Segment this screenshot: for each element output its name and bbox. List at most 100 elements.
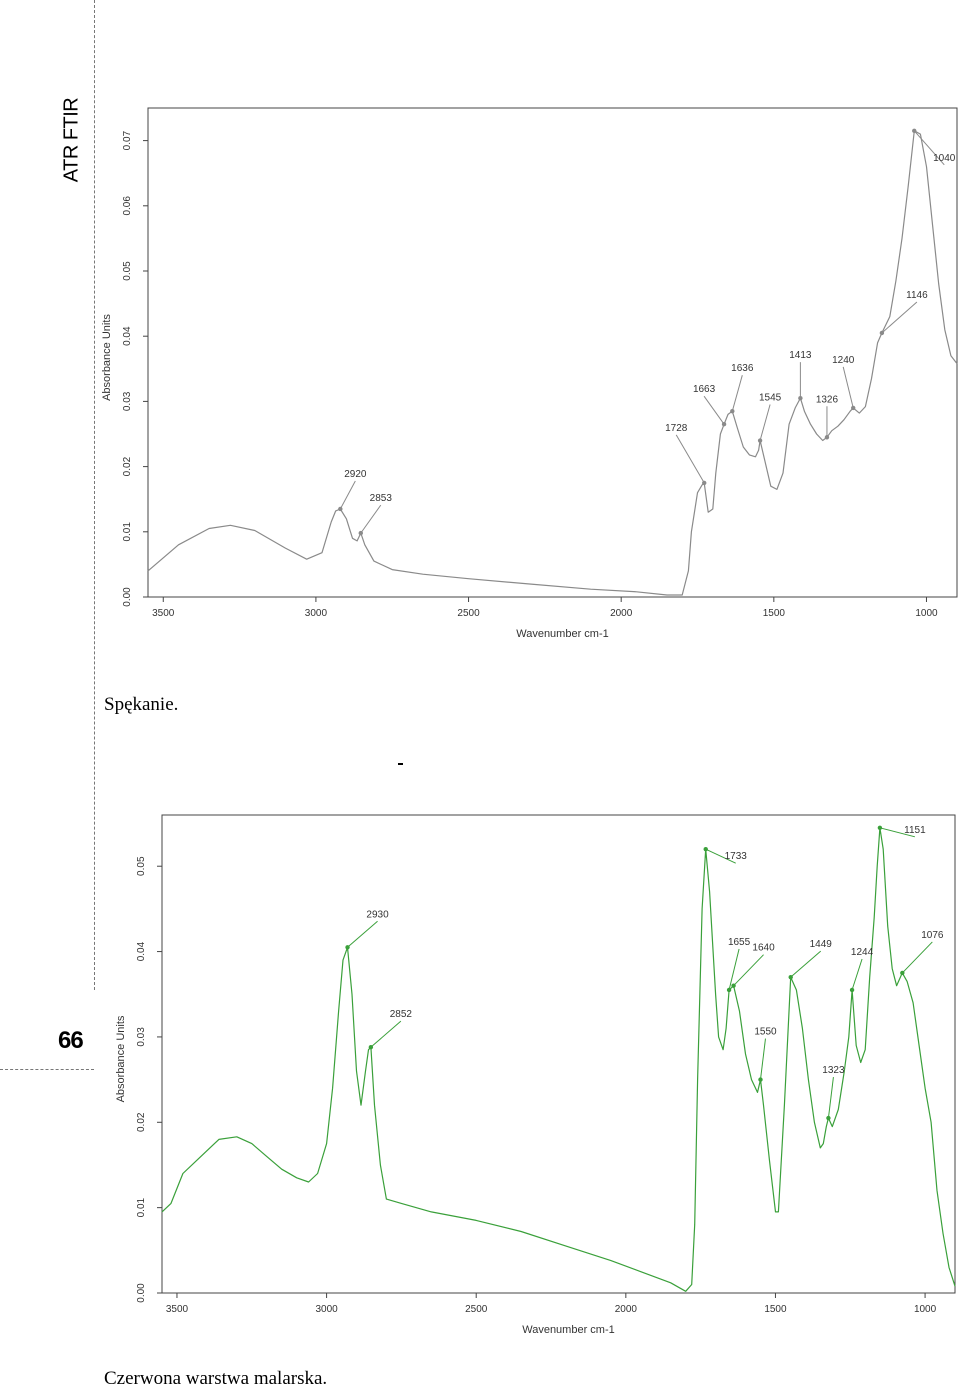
annotation-marker — [824, 435, 830, 440]
annotation-label: 1545 — [759, 393, 782, 404]
annotation-leader — [705, 848, 736, 864]
spectrum-chart-bottom: 3500 3000 2500 2000 1500 1000 0.00 0.01 0.02 0.03… — [115, 814, 956, 1336]
annotation-marker — [757, 438, 763, 443]
dashed-margin-line-vertical — [94, 0, 95, 990]
spectrum-line — [161, 827, 956, 1292]
annotation-label: 1550 — [754, 1027, 777, 1038]
y-tick-label: 0.07 — [122, 130, 133, 150]
page-number: 66 — [58, 1027, 84, 1054]
caption-bottom: Czerwona warstwa malarska. — [104, 1368, 328, 1389]
annotation-leader — [703, 395, 725, 425]
y-tick-label: 0.04 — [136, 941, 147, 961]
y-tick-label: 0.00 — [136, 1283, 147, 1303]
annotation-leader — [759, 404, 771, 441]
x-tick-label: 2500 — [457, 608, 480, 619]
annotation-leader — [731, 375, 743, 412]
annotation-label: 2853 — [370, 493, 393, 504]
x-axis-label: Wavenumber cm-1 — [516, 628, 609, 640]
annotation-marker — [912, 128, 917, 134]
annotation-leader — [728, 948, 740, 991]
x-tick-label: 1500 — [764, 1304, 787, 1315]
annotation-marker — [368, 1044, 374, 1050]
annotation-marker — [826, 1115, 831, 1121]
annotation-marker — [726, 987, 732, 993]
y-tick-label: 0.02 — [136, 1112, 147, 1132]
annotation-marker — [879, 330, 885, 336]
y-tick-label: 0.01 — [136, 1197, 147, 1217]
annotation-label: 1663 — [693, 384, 716, 395]
annotation-marker — [900, 970, 905, 976]
annotation-label: 1636 — [731, 363, 754, 374]
stray-mark — [398, 763, 403, 765]
annotation-marker — [338, 506, 343, 512]
annotation-marker — [703, 846, 708, 852]
annotation-label: 1449 — [810, 939, 833, 950]
x-tick-label: 3500 — [166, 1304, 189, 1315]
annotation-marker — [731, 983, 736, 988]
spectrum-chart-top: 3500 3000 2500 2000 1500 1000 0.00 0.01 0.02 0.03… — [101, 107, 958, 640]
annotation-leader — [879, 827, 916, 838]
annotation-label: 1655 — [728, 937, 751, 948]
annotation-leader — [827, 1076, 834, 1119]
annotation-label: 1733 — [725, 851, 748, 862]
annotation-marker — [702, 480, 707, 486]
annotation-label: 2852 — [390, 1009, 413, 1020]
plot-frame — [161, 814, 956, 1294]
annotation-leader — [759, 1038, 766, 1080]
y-tick-label: 0.06 — [122, 196, 133, 216]
annotation-label: 1323 — [822, 1065, 845, 1076]
dashed-margin-line-horizontal — [0, 1069, 94, 1070]
annotation-label: 1640 — [752, 943, 775, 954]
annotation-label: 1040 — [933, 153, 956, 164]
x-tick-label: 1500 — [763, 608, 786, 619]
x-tick-label: 3500 — [152, 608, 175, 619]
annotation-leader — [842, 366, 854, 409]
y-tick-label: 0.05 — [136, 856, 147, 876]
annotation-leader — [339, 480, 356, 510]
y-tick-label: 0.05 — [122, 261, 133, 281]
annotation-label: 1326 — [816, 394, 839, 405]
annotation-leader — [347, 920, 378, 948]
annotation-label: 2930 — [366, 909, 389, 920]
annotation-marker — [788, 974, 793, 980]
annotation-label: 1728 — [665, 423, 688, 434]
y-tick-label: 0.03 — [122, 391, 133, 411]
x-tick-label: 2500 — [465, 1304, 488, 1315]
annotation-leader — [913, 130, 945, 166]
y-tick-label: 0.03 — [136, 1027, 147, 1047]
annotation-marker — [345, 945, 350, 950]
annotation-label: 2920 — [344, 469, 367, 480]
annotation-marker — [849, 987, 855, 993]
spectrum-line — [147, 130, 958, 596]
x-tick-label: 3000 — [315, 1304, 338, 1315]
annotation-leader — [790, 950, 822, 978]
annotation-label: 1244 — [851, 947, 874, 958]
y-axis-label: Absorbance Units — [115, 1015, 127, 1102]
y-tick-label: 0.01 — [122, 522, 133, 542]
y-tick-label: 0.00 — [122, 587, 133, 607]
annotation-label: 1076 — [921, 930, 944, 941]
annotation-label: 1413 — [789, 350, 812, 361]
y-tick-label: 0.04 — [122, 326, 133, 346]
annotation-label: 1240 — [832, 355, 855, 366]
caption-top: Spękanie. — [104, 694, 179, 715]
x-tick-label: 2000 — [615, 1304, 638, 1315]
y-axis-label: Absorbance Units — [101, 314, 113, 401]
annotation-leader — [901, 941, 933, 974]
annotation-leader — [851, 958, 863, 991]
x-tick-label: 3000 — [305, 608, 328, 619]
annotation-marker — [758, 1077, 763, 1082]
annotation-marker — [358, 530, 363, 536]
annotation-marker — [798, 395, 803, 401]
annotation-marker — [730, 408, 735, 414]
annotation-leader — [675, 434, 705, 484]
plot-frame — [147, 107, 958, 598]
x-tick-label: 1000 — [914, 1304, 937, 1315]
x-tick-label: 1000 — [915, 608, 938, 619]
annotation-label: 1146 — [906, 290, 928, 301]
x-axis-label: Wavenumber cm-1 — [522, 1324, 615, 1336]
annotation-marker — [721, 422, 727, 427]
annotation-leader — [733, 954, 764, 987]
x-tick-label: 2000 — [610, 608, 633, 619]
